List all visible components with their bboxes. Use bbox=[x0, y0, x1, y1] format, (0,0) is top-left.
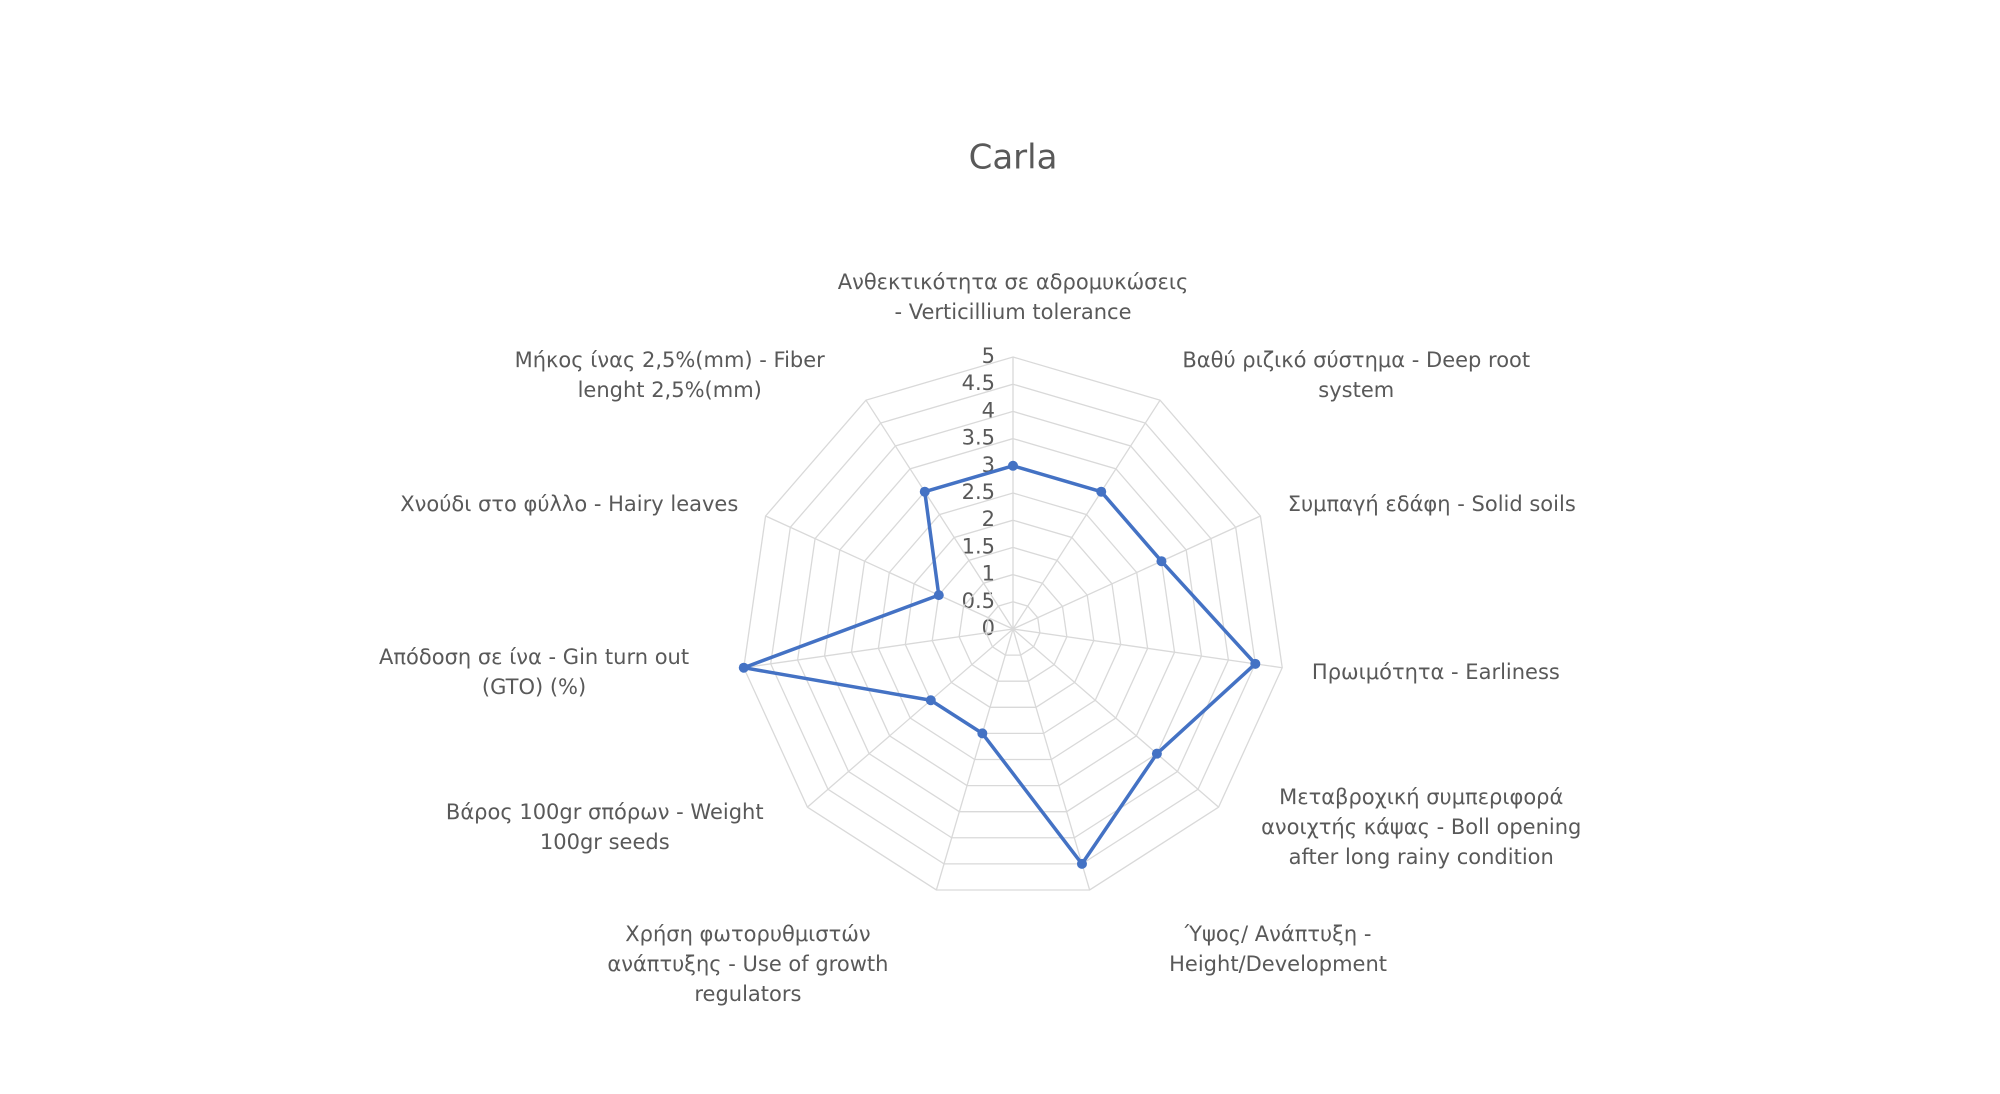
data-point bbox=[919, 486, 930, 497]
category-label: Βάρος 100gr σπόρων - Weight 100gr seeds bbox=[445, 799, 764, 854]
series-line bbox=[742, 464, 1258, 866]
category-label: Βαθύ ριζικό σύστημα - Deep root system bbox=[1182, 347, 1531, 402]
category-label: Πρωιμότητα - Earliness bbox=[1311, 659, 1560, 684]
data-point bbox=[925, 695, 936, 706]
category-label: Χρήση φωτορυθμιστών ανάπτυξης - Use of g… bbox=[607, 921, 889, 1006]
grid-ring bbox=[823, 437, 1203, 813]
grid-ring bbox=[931, 546, 1095, 708]
data-point bbox=[1008, 460, 1018, 471]
data-point bbox=[1151, 748, 1162, 759]
category-label: Ύψος/ Ανάπτυξη - Height/Development bbox=[1169, 921, 1388, 976]
data-point bbox=[977, 728, 988, 739]
category-label: Μεταβροχική συμπεριφορά ανοιχτής κάψας -… bbox=[1261, 784, 1582, 869]
r-tick-label: 3.5 bbox=[962, 426, 995, 450]
data-point bbox=[1156, 556, 1167, 567]
category-label: Ανθεκτικότητα σε αδρομυκώσεις - Verticil… bbox=[837, 270, 1189, 324]
grid-ring bbox=[985, 601, 1041, 656]
r-tick-label: 4 bbox=[982, 398, 995, 422]
spoke bbox=[935, 628, 1014, 891]
data-point bbox=[738, 662, 749, 673]
r-tick-label: 2 bbox=[982, 507, 995, 531]
category-label: Χνούδι στο φύλλο - Hairy leaves bbox=[400, 491, 739, 516]
data-point bbox=[1076, 858, 1087, 869]
category-label: Συμπαγή εδάφη - Solid soils bbox=[1287, 491, 1576, 516]
chart-title: Carla bbox=[969, 138, 1058, 178]
r-tick-label: 4.5 bbox=[962, 371, 995, 395]
spoke bbox=[743, 628, 1014, 669]
grid-ring bbox=[796, 410, 1230, 839]
r-tick-label: 5 bbox=[982, 344, 995, 368]
data-point bbox=[933, 590, 944, 601]
grid-ring bbox=[877, 492, 1149, 761]
spoke bbox=[765, 515, 1014, 630]
r-tick-label: 1 bbox=[982, 562, 995, 586]
spoke bbox=[865, 399, 1014, 630]
data-point bbox=[1250, 658, 1261, 669]
grid-ring bbox=[770, 383, 1256, 865]
r-tick-label: 0 bbox=[982, 616, 995, 640]
grid-ring bbox=[904, 519, 1122, 735]
data-point bbox=[1096, 486, 1107, 497]
category-label: Μήκος ίνας 2,5%(mm) - Fiber lenght 2,5%(… bbox=[514, 347, 825, 402]
spoke bbox=[1012, 399, 1161, 630]
spoke bbox=[1012, 628, 1091, 891]
spoke bbox=[1012, 628, 1219, 808]
category-label: Απόδοση σε ίνα - Gin turn out (GTO) (%) bbox=[379, 644, 690, 699]
spoke bbox=[1012, 628, 1283, 669]
spoke bbox=[1012, 515, 1261, 630]
spoke bbox=[807, 628, 1014, 808]
grid-ring bbox=[743, 356, 1283, 891]
grid-ring bbox=[958, 573, 1068, 682]
r-tick-label: 2.5 bbox=[962, 480, 995, 504]
r-tick-label: 1.5 bbox=[962, 534, 995, 558]
